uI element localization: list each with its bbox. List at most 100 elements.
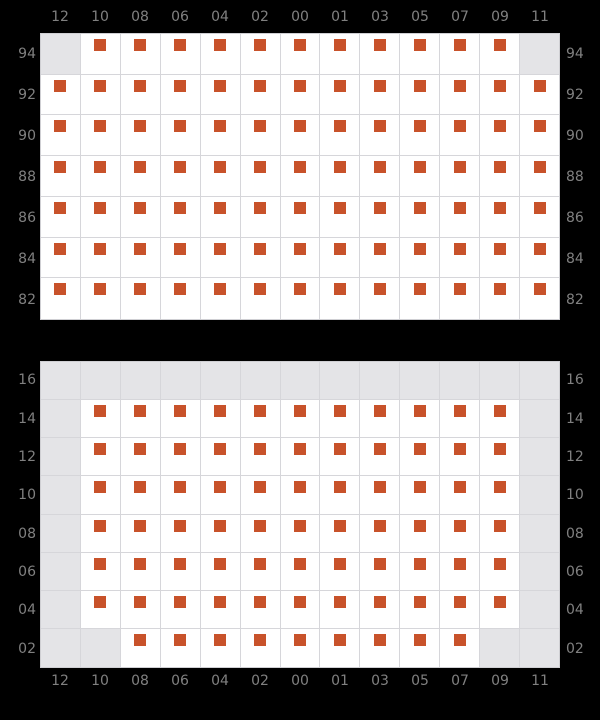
heatmap-cell-82-09[interactable] <box>480 278 521 320</box>
heatmap-cell-94-10[interactable] <box>80 34 121 75</box>
heatmap-cell-90-06[interactable] <box>160 115 201 157</box>
heatmap-cell-12-00[interactable] <box>280 438 321 477</box>
heatmap-cell-06-06[interactable] <box>160 552 201 591</box>
heatmap-cell-10-12[interactable] <box>41 476 81 515</box>
heatmap-cell-88-11[interactable] <box>520 156 559 197</box>
heatmap-cell-08-11[interactable] <box>520 514 559 553</box>
heatmap-cell-14-09[interactable] <box>480 400 521 439</box>
heatmap-cell-04-03[interactable] <box>360 590 401 629</box>
heatmap-cell-12-07[interactable] <box>440 438 481 477</box>
heatmap-cell-04-08[interactable] <box>120 590 161 629</box>
heatmap-cell-92-02[interactable] <box>240 74 281 116</box>
heatmap-cell-12-05[interactable] <box>400 438 441 477</box>
heatmap-cell-90-07[interactable] <box>440 115 481 157</box>
heatmap-cell-12-03[interactable] <box>360 438 401 477</box>
heatmap-cell-88-00[interactable] <box>280 156 321 197</box>
heatmap-cell-94-07[interactable] <box>440 34 481 75</box>
heatmap-cell-88-09[interactable] <box>480 156 521 197</box>
heatmap-cell-88-08[interactable] <box>120 156 161 197</box>
heatmap-cell-84-09[interactable] <box>480 237 521 279</box>
heatmap-cell-82-08[interactable] <box>120 278 161 320</box>
heatmap-cell-90-05[interactable] <box>400 115 441 157</box>
heatmap-cell-02-01[interactable] <box>320 628 361 667</box>
heatmap-cell-04-01[interactable] <box>320 590 361 629</box>
heatmap-cell-14-02[interactable] <box>240 400 281 439</box>
heatmap-cell-04-02[interactable] <box>240 590 281 629</box>
heatmap-cell-86-00[interactable] <box>280 196 321 238</box>
heatmap-cell-86-01[interactable] <box>320 196 361 238</box>
heatmap-cell-86-07[interactable] <box>440 196 481 238</box>
heatmap-cell-84-11[interactable] <box>520 237 559 279</box>
heatmap-cell-04-07[interactable] <box>440 590 481 629</box>
heatmap-cell-94-05[interactable] <box>400 34 441 75</box>
heatmap-cell-86-05[interactable] <box>400 196 441 238</box>
heatmap-cell-94-02[interactable] <box>240 34 281 75</box>
heatmap-cell-14-11[interactable] <box>520 400 559 439</box>
heatmap-cell-82-04[interactable] <box>200 278 241 320</box>
heatmap-cell-86-04[interactable] <box>200 196 241 238</box>
heatmap-cell-08-01[interactable] <box>320 514 361 553</box>
heatmap-cell-82-03[interactable] <box>360 278 401 320</box>
heatmap-cell-06-02[interactable] <box>240 552 281 591</box>
heatmap-cell-90-08[interactable] <box>120 115 161 157</box>
heatmap-cell-94-12[interactable] <box>41 34 81 75</box>
heatmap-cell-16-07[interactable] <box>440 362 481 401</box>
heatmap-cell-86-11[interactable] <box>520 196 559 238</box>
heatmap-cell-86-10[interactable] <box>80 196 121 238</box>
heatmap-cell-10-04[interactable] <box>200 476 241 515</box>
heatmap-cell-10-00[interactable] <box>280 476 321 515</box>
heatmap-cell-94-01[interactable] <box>320 34 361 75</box>
heatmap-cell-12-08[interactable] <box>120 438 161 477</box>
heatmap-cell-94-00[interactable] <box>280 34 321 75</box>
heatmap-cell-14-07[interactable] <box>440 400 481 439</box>
heatmap-cell-10-06[interactable] <box>160 476 201 515</box>
heatmap-cell-90-02[interactable] <box>240 115 281 157</box>
heatmap-cell-88-07[interactable] <box>440 156 481 197</box>
heatmap-cell-86-09[interactable] <box>480 196 521 238</box>
heatmap-cell-92-04[interactable] <box>200 74 241 116</box>
heatmap-cell-84-03[interactable] <box>360 237 401 279</box>
heatmap-cell-06-00[interactable] <box>280 552 321 591</box>
heatmap-cell-06-07[interactable] <box>440 552 481 591</box>
heatmap-cell-10-01[interactable] <box>320 476 361 515</box>
heatmap-cell-88-02[interactable] <box>240 156 281 197</box>
heatmap-cell-12-10[interactable] <box>80 438 121 477</box>
heatmap-cell-94-04[interactable] <box>200 34 241 75</box>
heatmap-cell-94-09[interactable] <box>480 34 521 75</box>
heatmap-cell-10-09[interactable] <box>480 476 521 515</box>
heatmap-cell-12-09[interactable] <box>480 438 521 477</box>
heatmap-cell-82-11[interactable] <box>520 278 559 320</box>
heatmap-cell-12-02[interactable] <box>240 438 281 477</box>
heatmap-cell-84-02[interactable] <box>240 237 281 279</box>
heatmap-cell-86-02[interactable] <box>240 196 281 238</box>
heatmap-cell-16-02[interactable] <box>240 362 281 401</box>
heatmap-cell-84-04[interactable] <box>200 237 241 279</box>
heatmap-cell-90-03[interactable] <box>360 115 401 157</box>
heatmap-cell-84-06[interactable] <box>160 237 201 279</box>
heatmap-cell-04-12[interactable] <box>41 590 81 629</box>
heatmap-cell-04-04[interactable] <box>200 590 241 629</box>
heatmap-cell-16-04[interactable] <box>200 362 241 401</box>
heatmap-cell-10-11[interactable] <box>520 476 559 515</box>
heatmap-cell-94-08[interactable] <box>120 34 161 75</box>
heatmap-cell-02-10[interactable] <box>80 628 121 667</box>
heatmap-cell-92-05[interactable] <box>400 74 441 116</box>
heatmap-cell-02-05[interactable] <box>400 628 441 667</box>
heatmap-cell-06-11[interactable] <box>520 552 559 591</box>
heatmap-cell-10-03[interactable] <box>360 476 401 515</box>
heatmap-cell-92-07[interactable] <box>440 74 481 116</box>
heatmap-cell-08-09[interactable] <box>480 514 521 553</box>
heatmap-cell-86-06[interactable] <box>160 196 201 238</box>
heatmap-cell-16-08[interactable] <box>120 362 161 401</box>
heatmap-cell-88-10[interactable] <box>80 156 121 197</box>
heatmap-cell-16-06[interactable] <box>160 362 201 401</box>
heatmap-cell-06-08[interactable] <box>120 552 161 591</box>
heatmap-cell-12-12[interactable] <box>41 438 81 477</box>
heatmap-cell-92-01[interactable] <box>320 74 361 116</box>
heatmap-cell-86-08[interactable] <box>120 196 161 238</box>
heatmap-cell-06-04[interactable] <box>200 552 241 591</box>
heatmap-cell-06-05[interactable] <box>400 552 441 591</box>
heatmap-cell-14-04[interactable] <box>200 400 241 439</box>
heatmap-cell-04-09[interactable] <box>480 590 521 629</box>
heatmap-cell-92-08[interactable] <box>120 74 161 116</box>
